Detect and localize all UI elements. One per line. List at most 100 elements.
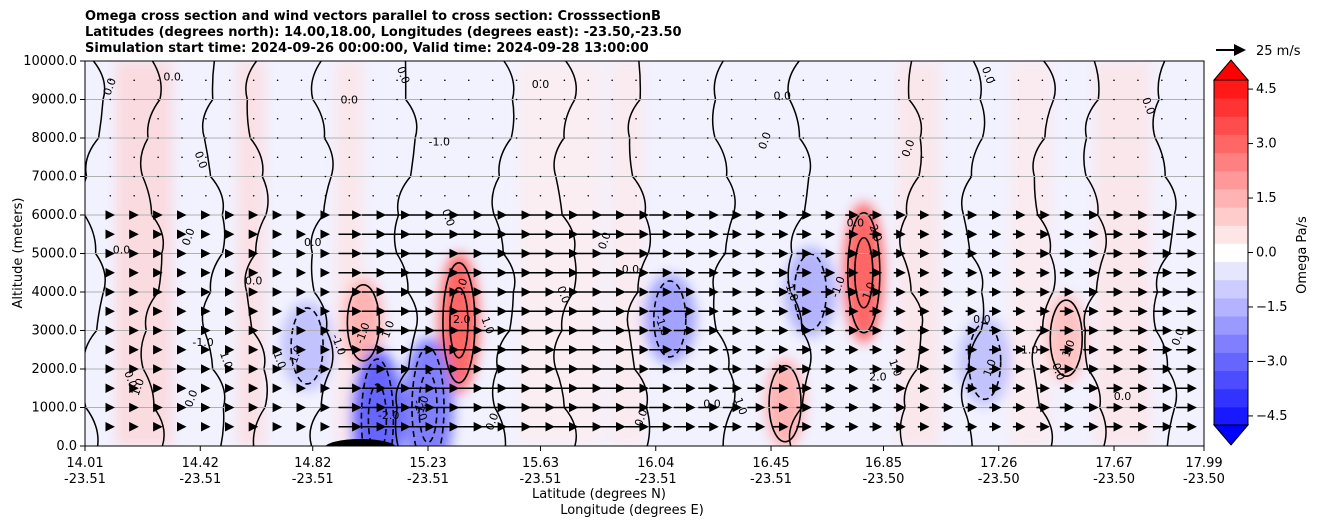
contour-label: 1.0 (452, 277, 470, 298)
wind-vector (874, 79, 876, 82)
wind-vector (300, 156, 303, 159)
contour-label: 1.0 (1059, 338, 1077, 359)
colorbar-segment (1214, 297, 1248, 317)
wind-vector (205, 137, 207, 139)
wind-vector (1065, 156, 1068, 159)
wind-vector (396, 98, 398, 101)
wind-vector (802, 79, 805, 82)
x-tick-label: 16.45 (752, 456, 789, 471)
wind-vector (945, 194, 948, 197)
wind-vector (276, 79, 279, 82)
colorbar-extend-max (1212, 59, 1250, 81)
contour-label: 0.0 (394, 65, 412, 86)
wind-vector (205, 175, 207, 178)
wind-vector (611, 79, 613, 82)
contour-label: 0.0 (774, 90, 792, 103)
wind-vector (1017, 194, 1020, 197)
wind-vector (444, 98, 446, 101)
wind-vector (850, 137, 852, 139)
wind-vector (635, 156, 637, 159)
wind-vector (1184, 98, 1187, 101)
wind-vector (635, 117, 637, 120)
wind-vector (157, 79, 159, 82)
wind-vector (300, 194, 303, 197)
contour-label: 0.0 (703, 398, 721, 411)
wind-vector (730, 79, 733, 82)
wind-vector (730, 117, 733, 120)
wind-vector (1089, 137, 1091, 139)
wind-vector (491, 194, 494, 197)
wind-vector (1089, 117, 1091, 120)
wind-vector (993, 194, 996, 197)
x-axis-label: Latitude (degrees N) (532, 487, 666, 502)
x-tick-label-2: -23.51 (407, 472, 449, 487)
wind-vector (563, 98, 566, 101)
x-tick-label-2: -23.51 (179, 472, 221, 487)
wind-vector (324, 194, 327, 197)
wind-vector (945, 98, 948, 101)
wind-vector (396, 156, 398, 159)
contour-label: 2.0 (869, 371, 887, 384)
wind-vector (778, 156, 781, 159)
colorbar-segment (1214, 316, 1248, 335)
wind-vector (515, 98, 518, 101)
wind-vector (444, 175, 446, 178)
wind-vector (922, 98, 924, 101)
wind-vector (826, 117, 829, 120)
contour-label: 0.0 (245, 274, 263, 287)
wind-vector (420, 137, 422, 139)
wind-vector (754, 79, 757, 82)
y-tick-label: 10000.0 (23, 54, 77, 69)
wind-vector (252, 175, 255, 178)
wind-vector (969, 194, 972, 197)
contour-label: 0.0 (632, 407, 650, 428)
wind-vector (1065, 79, 1068, 82)
title-line-3: Simulation start time: 2024-09-26 00:00:… (85, 41, 649, 56)
wind-vector (874, 137, 876, 139)
wind-vector (1137, 79, 1139, 82)
wind-vector (276, 175, 279, 178)
wind-vector (181, 117, 183, 120)
contour-label: 0.0 (1049, 361, 1067, 382)
wind-vector (587, 175, 590, 178)
wind-vector (993, 117, 996, 120)
omega-max (765, 358, 806, 446)
wind-vector (969, 137, 972, 139)
wind-vector (922, 194, 924, 197)
wind-vector (157, 117, 159, 120)
y-tick-label: 3000.0 (32, 324, 78, 339)
wind-vector (754, 175, 757, 178)
wind-vector (898, 117, 900, 120)
wind-vector (969, 79, 972, 82)
wind-vector (133, 175, 136, 178)
wind-vector (1161, 156, 1163, 159)
title-line-2: Latitudes (degrees north): 14.00,18.00, … (85, 25, 682, 40)
wind-vector (515, 117, 518, 120)
wind-vector (205, 117, 207, 120)
wind-vector (898, 79, 900, 82)
colorbar-tick-label: 4.5 (1256, 82, 1277, 97)
colorbar-tick-label: −4.5 (1256, 409, 1288, 424)
wind-vector (1137, 175, 1139, 178)
wind-vector (109, 117, 112, 120)
wind-vector (157, 98, 159, 101)
wind-vector (1113, 117, 1115, 120)
wind-vector (372, 137, 374, 139)
wind-vector (706, 137, 709, 139)
wind-vector (133, 79, 136, 82)
x-tick-label: 17.67 (1095, 456, 1132, 471)
contour-line (346, 283, 381, 362)
wind-vector (659, 117, 661, 120)
wind-vector (372, 98, 374, 101)
wind-vector (563, 175, 566, 178)
contour-label: 0.0 (847, 217, 865, 230)
contour-label: 0.0 (1139, 96, 1157, 117)
wind-vector (659, 156, 661, 159)
wind-vector (898, 175, 900, 178)
wind-vector (922, 175, 924, 178)
wind-vector (611, 117, 613, 120)
wind-vector (491, 137, 494, 139)
wind-vector (157, 194, 159, 197)
colorbar-segment (1214, 134, 1248, 154)
wind-vector (109, 156, 112, 159)
